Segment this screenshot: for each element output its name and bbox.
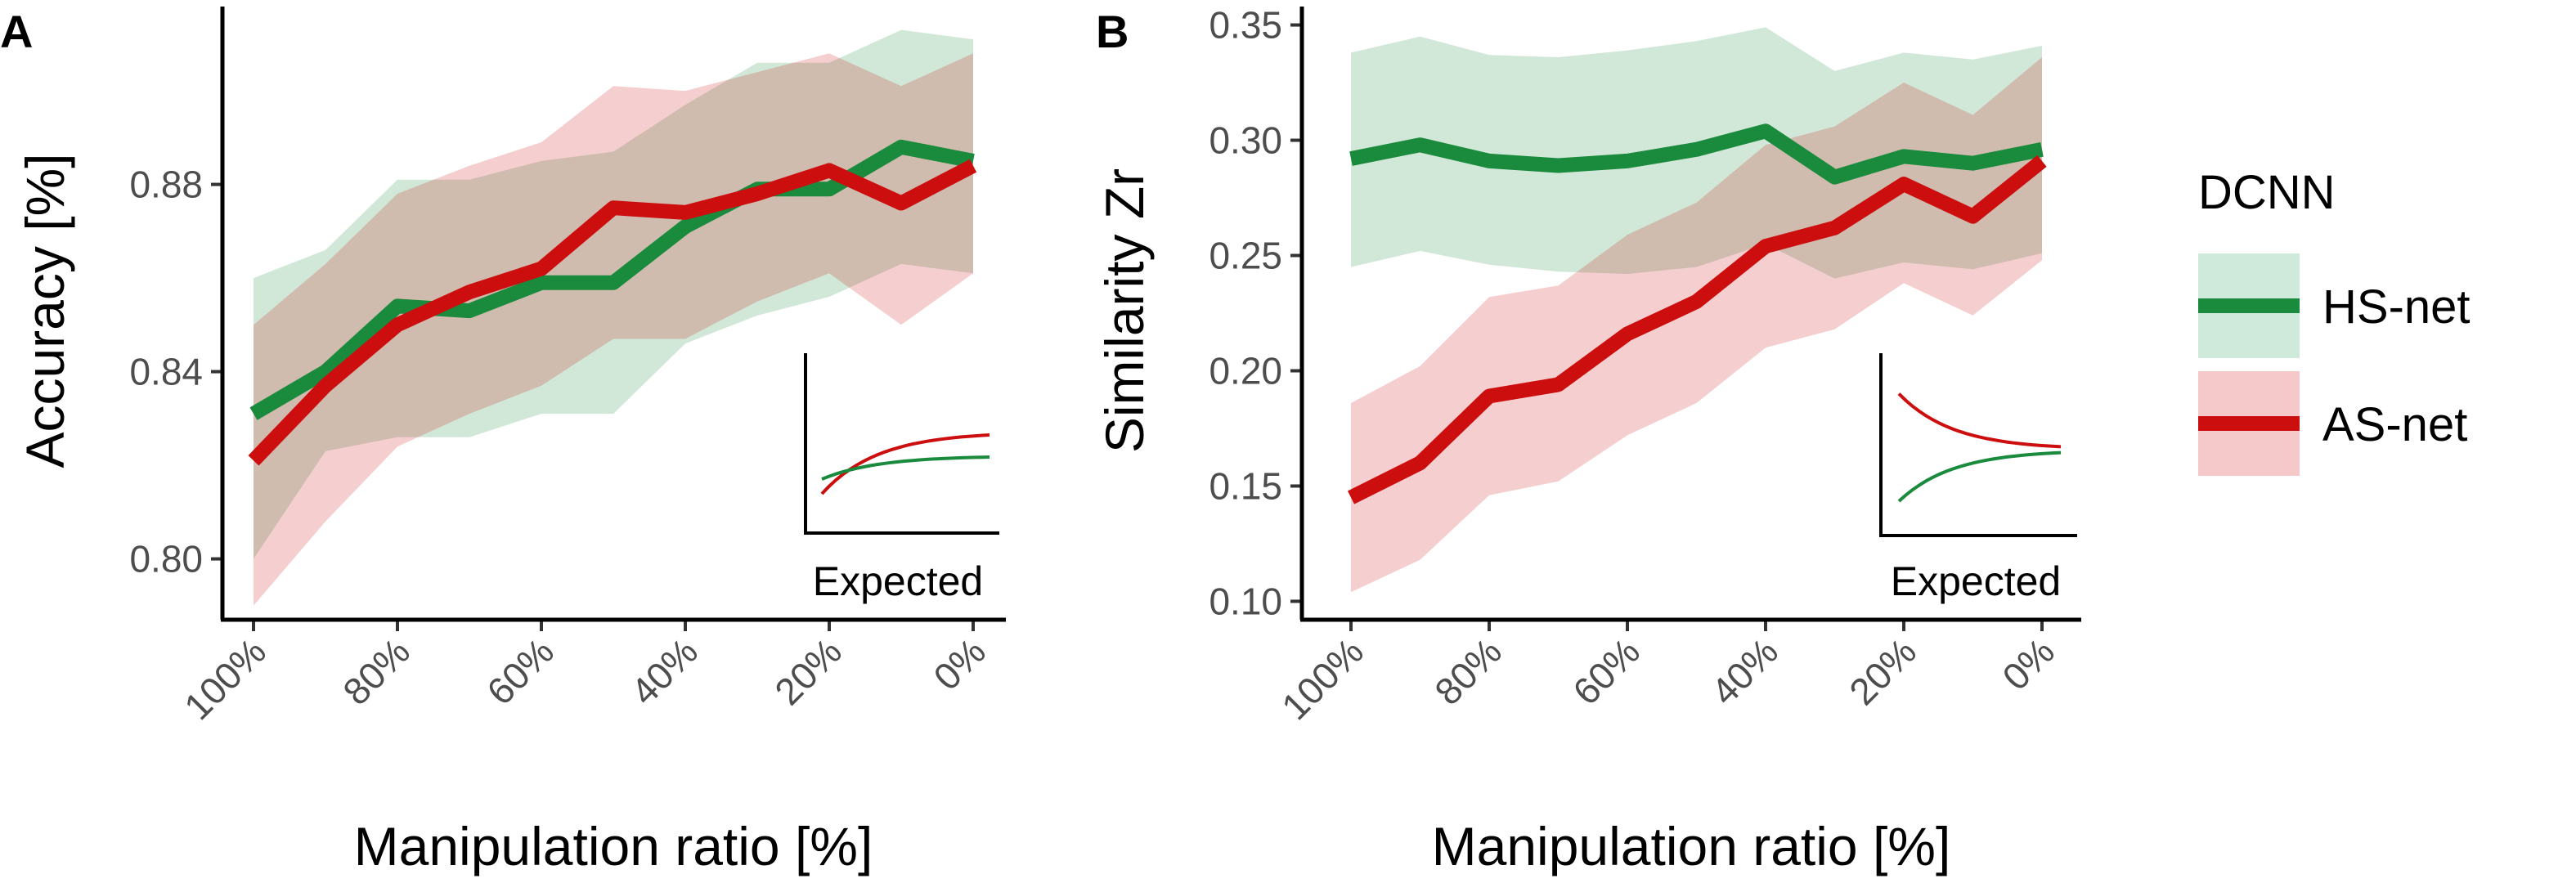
panel-b-x-axis-title: Manipulation ratio [%] <box>1432 816 1951 876</box>
panel-b-letter: B <box>1096 6 1129 57</box>
legend: DCNN HS-net AS-net <box>2198 166 2471 476</box>
panel-b-inset: Expected <box>1879 353 2077 604</box>
panel-a-x-tick-label: 20% <box>766 630 850 713</box>
panel-a-x-axis-title: Manipulation ratio [%] <box>354 816 873 876</box>
panel-b-inset-curve-as-net <box>1897 392 2062 449</box>
panel-b-y-tick-label: 0.20 <box>1209 349 1282 392</box>
legend-title: DCNN <box>2198 166 2336 219</box>
panel-b-x-tick-label: 100% <box>1273 630 1371 728</box>
panel-a-x-tick-label: 0% <box>925 630 994 698</box>
panel-b-line-hs-net <box>1349 123 2044 185</box>
panel-a-y-tick-label: 0.80 <box>129 538 203 580</box>
panel-a-inset-label: Expected <box>813 558 983 604</box>
panel-b-line-as-net <box>1347 155 2047 504</box>
panel-a-band-hs-net <box>254 29 973 559</box>
legend-label-hs-net: HS-net <box>2322 280 2471 334</box>
panel-b-x-ticks: 100% 80% 60% 40% 20% 0% <box>1273 620 2062 728</box>
panel-b-x-tick-label: 60% <box>1564 630 1648 713</box>
panel-b-inset-label: Expected <box>1891 558 2061 604</box>
panel-a-inset-curves <box>820 433 990 495</box>
panel-a-x-tick-label: 80% <box>334 630 418 713</box>
panel-b-x-tick-label: 80% <box>1426 630 1510 713</box>
panel-a-x-tick-label: 100% <box>176 630 274 728</box>
panel-a-x-tick-label: 60% <box>478 630 562 713</box>
panel-a-line-as-net <box>248 159 977 466</box>
panel-b-inset-curve-hs-net <box>1897 450 2062 503</box>
panel-b-y-tick-label: 0.15 <box>1209 464 1282 507</box>
panel-a-plot-area <box>248 29 977 606</box>
panel-a-y-tick-label: 0.88 <box>129 164 203 206</box>
panel-a-y-tick-label: 0.84 <box>129 351 203 393</box>
panel-b-y-ticks: 0.10 0.15 0.20 0.25 0.30 0.35 <box>1209 4 1302 622</box>
panel-b-y-tick-label: 0.30 <box>1209 119 1282 162</box>
legend-label-as-net: AS-net <box>2322 398 2467 451</box>
panel-a-x-tick-label: 40% <box>622 630 706 713</box>
panel-a-y-axis-title: Accuracy [%] <box>15 153 75 468</box>
panel-b-band-as-net <box>1351 57 2042 593</box>
panel-b-x-tick-label: 20% <box>1841 630 1924 713</box>
panel-b-y-axis-title: Similarity Zr <box>1094 168 1155 453</box>
panel-b-x-tick-label: 0% <box>1994 630 2062 698</box>
panel-b: B 0.10 0.15 0.20 0.25 0.30 0.35 100% 80% 60% 40%… <box>1094 4 2081 876</box>
panel-b-inset-curves <box>1897 392 2062 503</box>
panel-b-y-tick-label: 0.25 <box>1209 235 1282 277</box>
panel-a-x-ticks: 100% 80% 60% 40% 20% 0% <box>176 620 994 728</box>
panel-a-letter: A <box>0 6 33 57</box>
panel-a-y-ticks: 0.80 0.84 0.88 <box>129 164 222 580</box>
panel-b-y-tick-label: 0.10 <box>1209 580 1282 622</box>
panel-a-inset-curve-hs-net <box>821 455 990 481</box>
panel-a-inset: Expected <box>804 353 999 604</box>
panel-a-inset-curve-as-net <box>820 433 990 495</box>
panel-a: A 0.80 0.84 0.88 100% 80% 60% 40% 20% 0% Accura… <box>0 6 1006 876</box>
panel-b-plot-area <box>1347 27 2047 593</box>
panel-b-y-tick-label: 0.35 <box>1209 4 1282 47</box>
panel-b-x-tick-label: 40% <box>1703 630 1786 713</box>
